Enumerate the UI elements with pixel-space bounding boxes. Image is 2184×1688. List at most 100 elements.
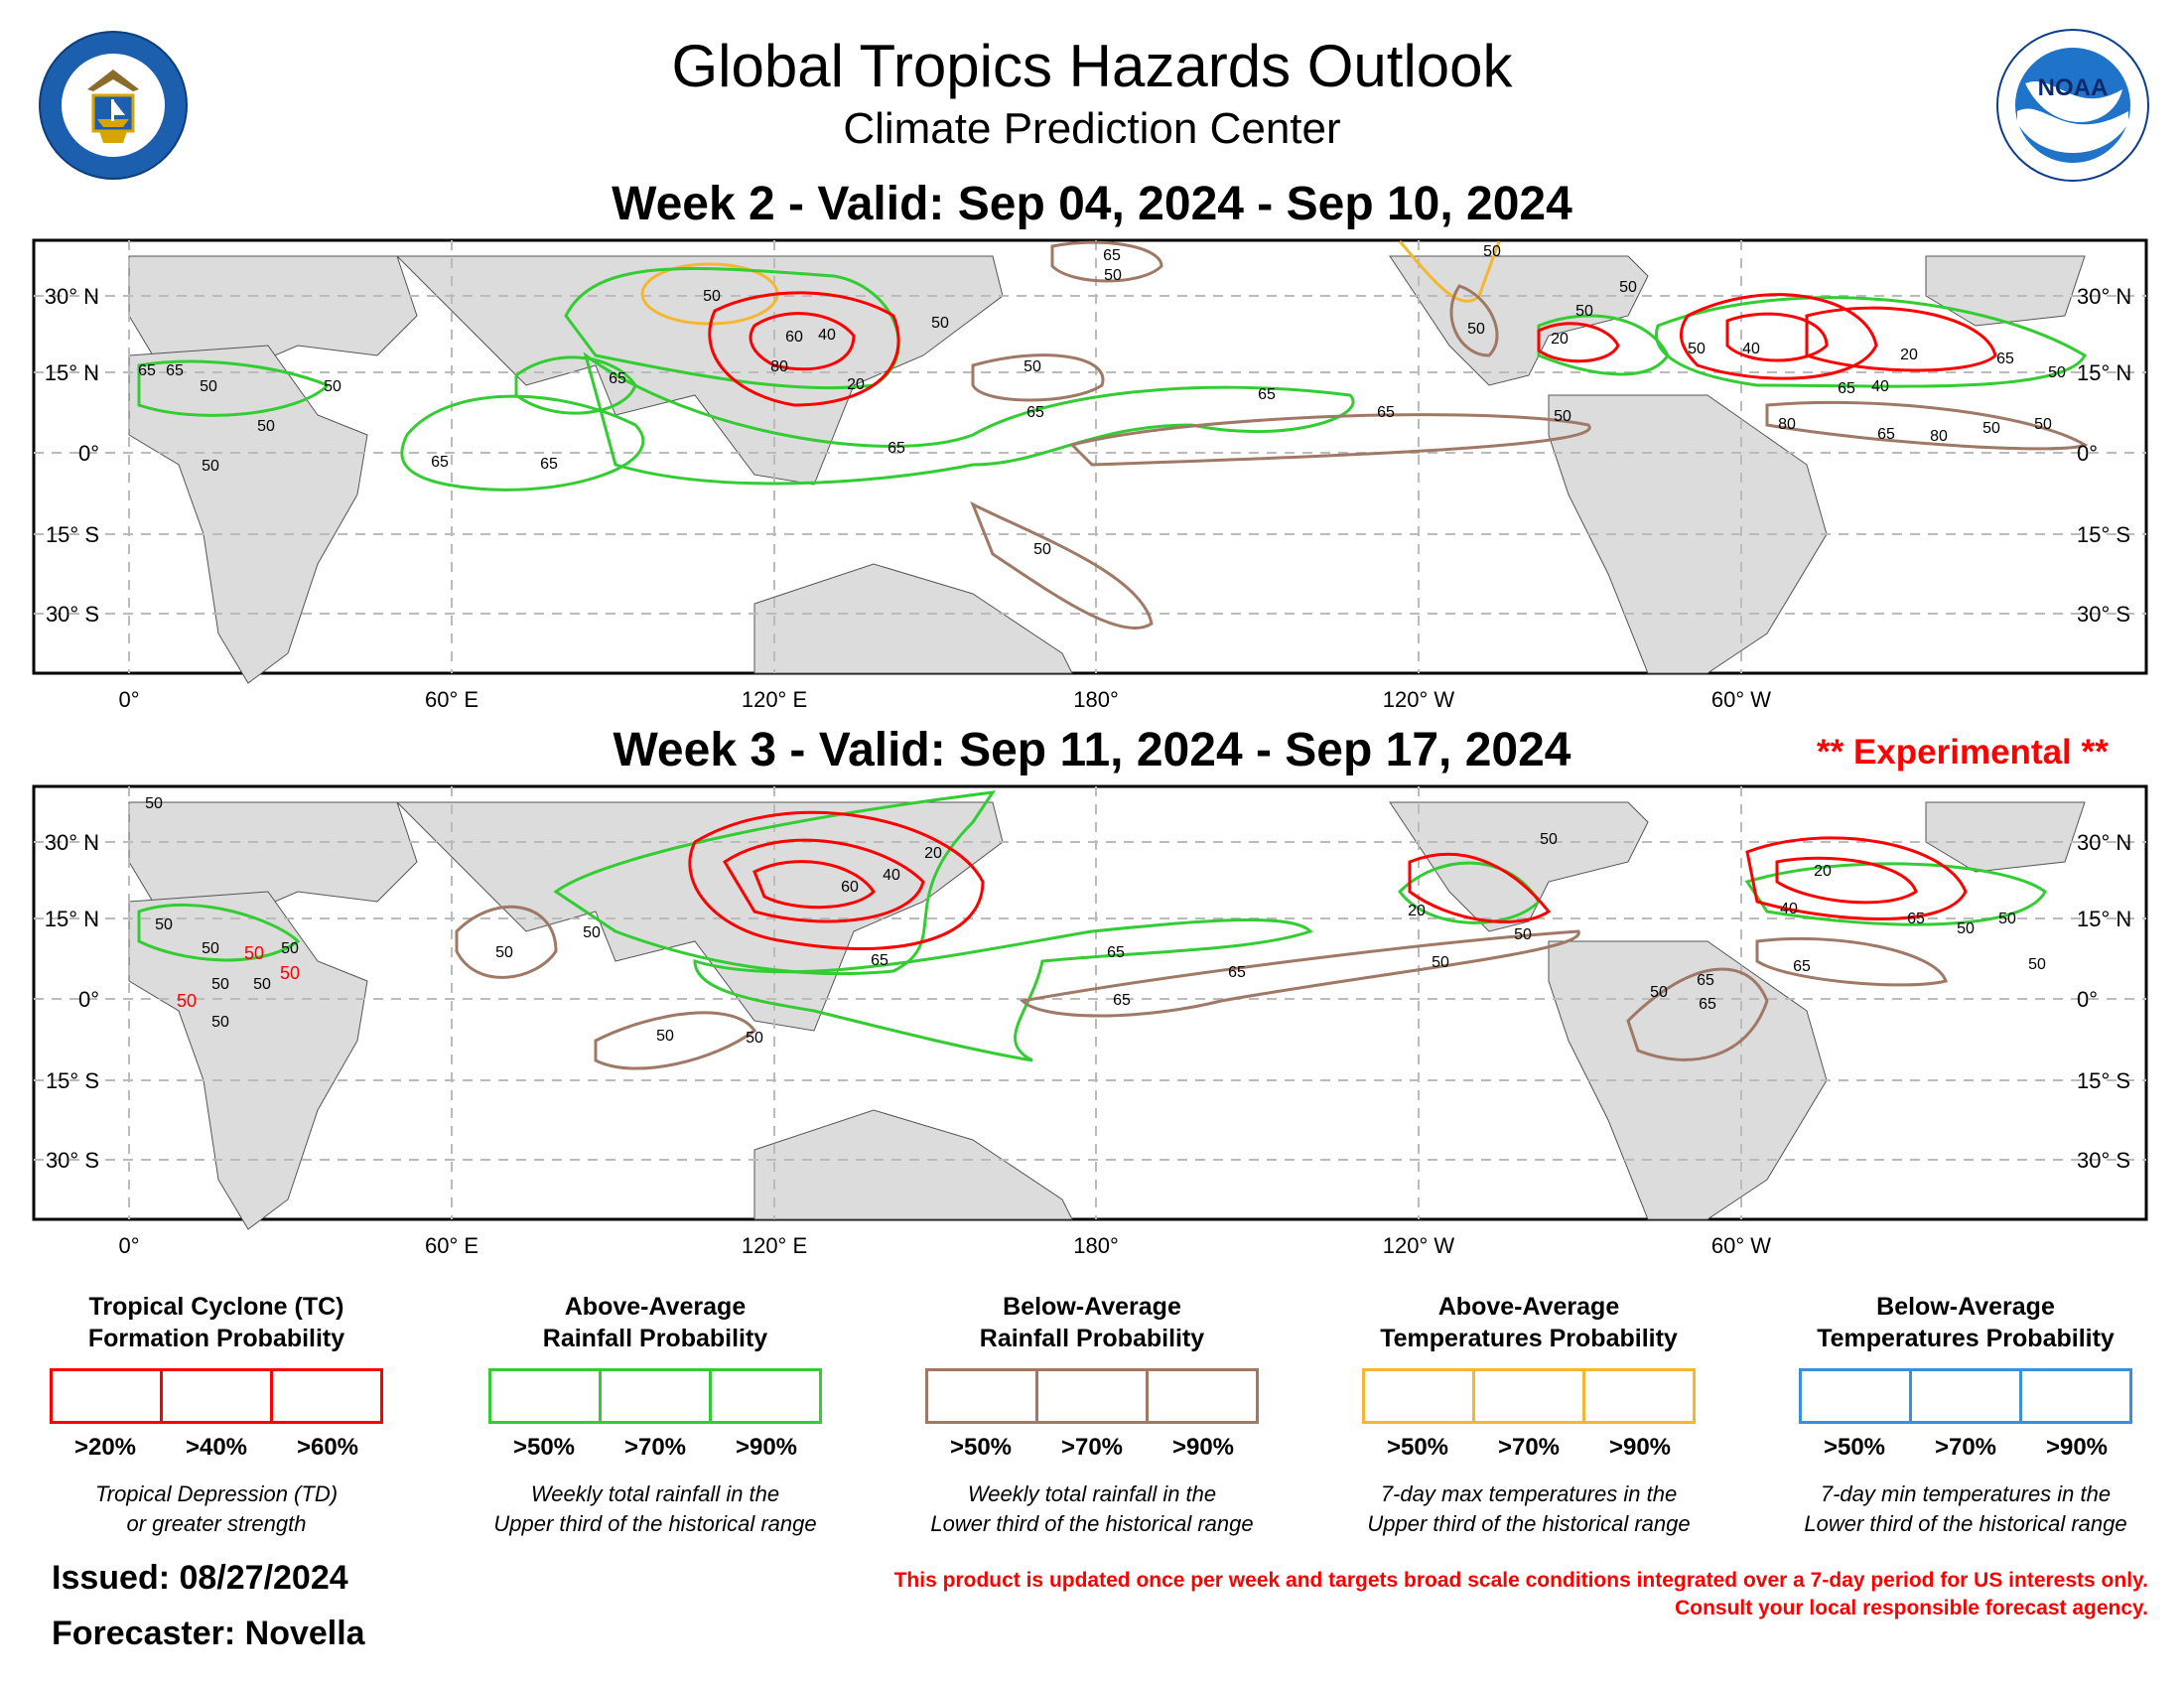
week2-map: 65 65 50 50 50 50 65 65 50 80 60 40 20 6… <box>32 238 2148 711</box>
lat-label: 30° N <box>45 284 99 309</box>
w2-label: 80 <box>770 358 788 375</box>
week2-contour-labels: 65 65 50 50 50 50 65 65 50 80 60 40 20 6… <box>138 243 2066 558</box>
w2-label: 65 <box>1258 386 1276 403</box>
w3-label: 50 <box>746 1030 763 1047</box>
w3-label: 60 <box>841 879 859 896</box>
lat-label: 0° <box>78 987 99 1012</box>
w2-label: 50 <box>202 458 219 475</box>
w3-label: 50 <box>281 940 299 957</box>
w3-label: 50 <box>177 991 197 1011</box>
lat-label: 15° S <box>46 522 99 547</box>
week3-contour-labels: 50 50 50 50 50 50 50 50 50 50 50 50 50 2… <box>145 795 2046 1047</box>
lon-label: 180° <box>1073 687 1119 711</box>
week3-map: 50 50 50 50 50 50 50 50 50 50 50 50 50 2… <box>32 784 2148 1257</box>
forecaster-name: Forecaster: Novella <box>52 1615 365 1652</box>
w2-label: 20 <box>1900 347 1918 363</box>
w2-label: 65 <box>1877 426 1895 443</box>
w3-label: 50 <box>1957 920 1975 937</box>
lat-label: 15° S <box>46 1068 99 1093</box>
legend-swatches <box>925 1368 1259 1424</box>
page-title: Global Tropics Hazards Outlook <box>671 33 1513 99</box>
week2-title: Week 2 - Valid: Sep 04, 2024 - Sep 10, 2… <box>612 178 1572 230</box>
w2-label: 60 <box>785 329 803 346</box>
lon-label: 60° W <box>1711 687 1771 711</box>
w2-label: 65 <box>166 362 184 379</box>
legend-description: Weekly total rainfall in the Lower third … <box>930 1481 1254 1536</box>
experimental-badge: ** Experimental ** <box>1817 733 2109 772</box>
legend-rain-below: Below-Average Rainfall Probability >50% >7… <box>923 1291 1261 1539</box>
w2-label: 50 <box>1024 358 1041 375</box>
w3-label: 50 <box>211 976 229 993</box>
legend-description: Weekly total rainfall in the Upper third … <box>493 1481 817 1536</box>
w3-label: 50 <box>495 944 513 961</box>
w3-label: 50 <box>244 943 264 963</box>
w2-label: 50 <box>1619 279 1637 296</box>
lat-label: 30° N <box>2077 830 2131 855</box>
legend-temp-above: Above-Average Temperatures Probability >5… <box>1360 1291 1698 1539</box>
w3-label: 50 <box>1432 954 1449 971</box>
w2-label: 50 <box>1575 303 1593 320</box>
w3-label: 50 <box>656 1028 674 1045</box>
legend-title: Above-Average Rainfall Probability <box>542 1293 768 1352</box>
w2-label: 50 <box>2034 416 2052 433</box>
department-of-commerce-seal <box>39 31 188 180</box>
legend-swatches <box>488 1368 822 1424</box>
w3-label: 40 <box>883 867 900 884</box>
week2-lat-labels-right: 30° N 15° N 0° 15° S 30° S <box>2077 284 2131 627</box>
w3-label: 50 <box>2028 956 2046 973</box>
w3-label: 50 <box>1514 926 1532 943</box>
lon-label: 60° E <box>425 687 478 711</box>
w2-label: 20 <box>1551 331 1569 348</box>
legend-swatches <box>1799 1368 2132 1424</box>
w3-label: 20 <box>924 845 942 862</box>
week2-contours <box>137 240 2089 631</box>
lat-label: 30° N <box>45 830 99 855</box>
lon-label: 0° <box>118 1233 139 1257</box>
w3-label: 50 <box>280 963 300 983</box>
w3-label: 65 <box>1699 996 1716 1013</box>
lat-label: 0° <box>78 441 99 466</box>
w2-label: 65 <box>1026 404 1044 421</box>
legend-title: Below-Average Rainfall Probability <box>979 1293 1205 1352</box>
lon-label: 60° E <box>425 1233 478 1257</box>
w3-label: 65 <box>1107 944 1125 961</box>
w2-label: 50 <box>1483 243 1501 260</box>
w3-label: 50 <box>211 1014 229 1031</box>
w2-label: 20 <box>847 376 865 393</box>
legend-swatches <box>1362 1368 1696 1424</box>
lon-label: 180° <box>1073 1233 1119 1257</box>
w3-label: 20 <box>1408 903 1426 919</box>
issued-date: Issued: 08/27/2024 <box>52 1559 348 1597</box>
week3-lon-labels: 0° 60° E 120° E 180° 120° W 60° W <box>118 1233 1771 1257</box>
svg-text:NOAA: NOAA <box>2038 74 2109 101</box>
legend-title: Below-Average Temperatures Probability <box>1817 1293 2115 1352</box>
w2-label: 50 <box>2048 364 2066 381</box>
legend-thresholds: >50% >70% >90% <box>512 1434 798 1461</box>
lat-label: 15° N <box>45 907 99 931</box>
noaa-logo: NOAA <box>1996 29 2149 182</box>
w3-label: 50 <box>155 916 173 933</box>
w2-label: 80 <box>1778 416 1796 433</box>
legend-description: Tropical Depression (TD) or greater stren… <box>94 1481 339 1536</box>
lat-label: 15° N <box>2077 907 2131 931</box>
week2-land <box>128 255 2086 684</box>
disclaimer-line: Consult your local responsible forecast … <box>1675 1597 2148 1619</box>
w2-label: 50 <box>703 288 721 305</box>
lon-label: 120° E <box>742 687 807 711</box>
w2-label: 50 <box>257 418 275 435</box>
w3-label: 20 <box>1814 863 1832 880</box>
w2-label: 65 <box>540 456 558 473</box>
w3-label: 50 <box>1998 911 2016 927</box>
legend-thresholds: >50% >70% >90% <box>949 1434 1235 1461</box>
disclaimer-line: This product is updated once per week an… <box>893 1569 2148 1592</box>
w3-label: 65 <box>1697 972 1714 989</box>
w3-label: 40 <box>1780 901 1798 917</box>
w2-label: 40 <box>818 327 836 344</box>
w3-label: 50 <box>1650 984 1668 1001</box>
lat-label: 30° S <box>2077 1148 2130 1173</box>
lat-label: 15° S <box>2077 1068 2130 1093</box>
w3-label: 50 <box>145 795 163 812</box>
lat-label: 15° S <box>2077 522 2130 547</box>
lat-label: 15° N <box>45 360 99 385</box>
w3-label: 50 <box>1540 831 1558 848</box>
